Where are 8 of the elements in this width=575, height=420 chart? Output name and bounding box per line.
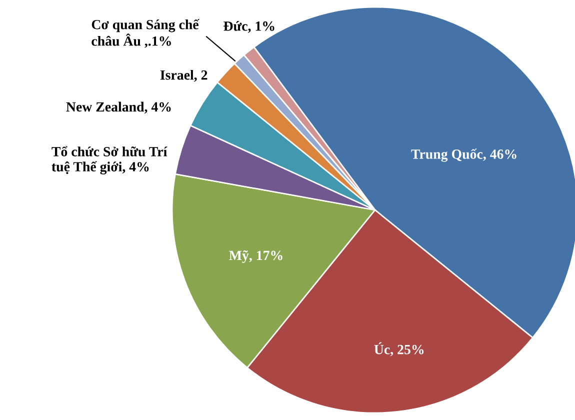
slice-label: Tổ chức Sở hữu Trí tuệ Thế giới, 4% xyxy=(52,146,168,174)
slice-label: Cơ quan Sáng chế châu Âu ,.1% xyxy=(92,19,200,48)
slice-label: Đức, 1% xyxy=(224,21,274,33)
slice-label: Israel, 2 xyxy=(160,70,208,82)
slice-label: Trung Quốc, 46% xyxy=(411,148,516,162)
slice-label: Úc, 25% xyxy=(374,342,424,356)
slice-label: Mỹ, 17% xyxy=(229,250,282,264)
slice-label: New Zealand, 4% xyxy=(66,102,171,114)
